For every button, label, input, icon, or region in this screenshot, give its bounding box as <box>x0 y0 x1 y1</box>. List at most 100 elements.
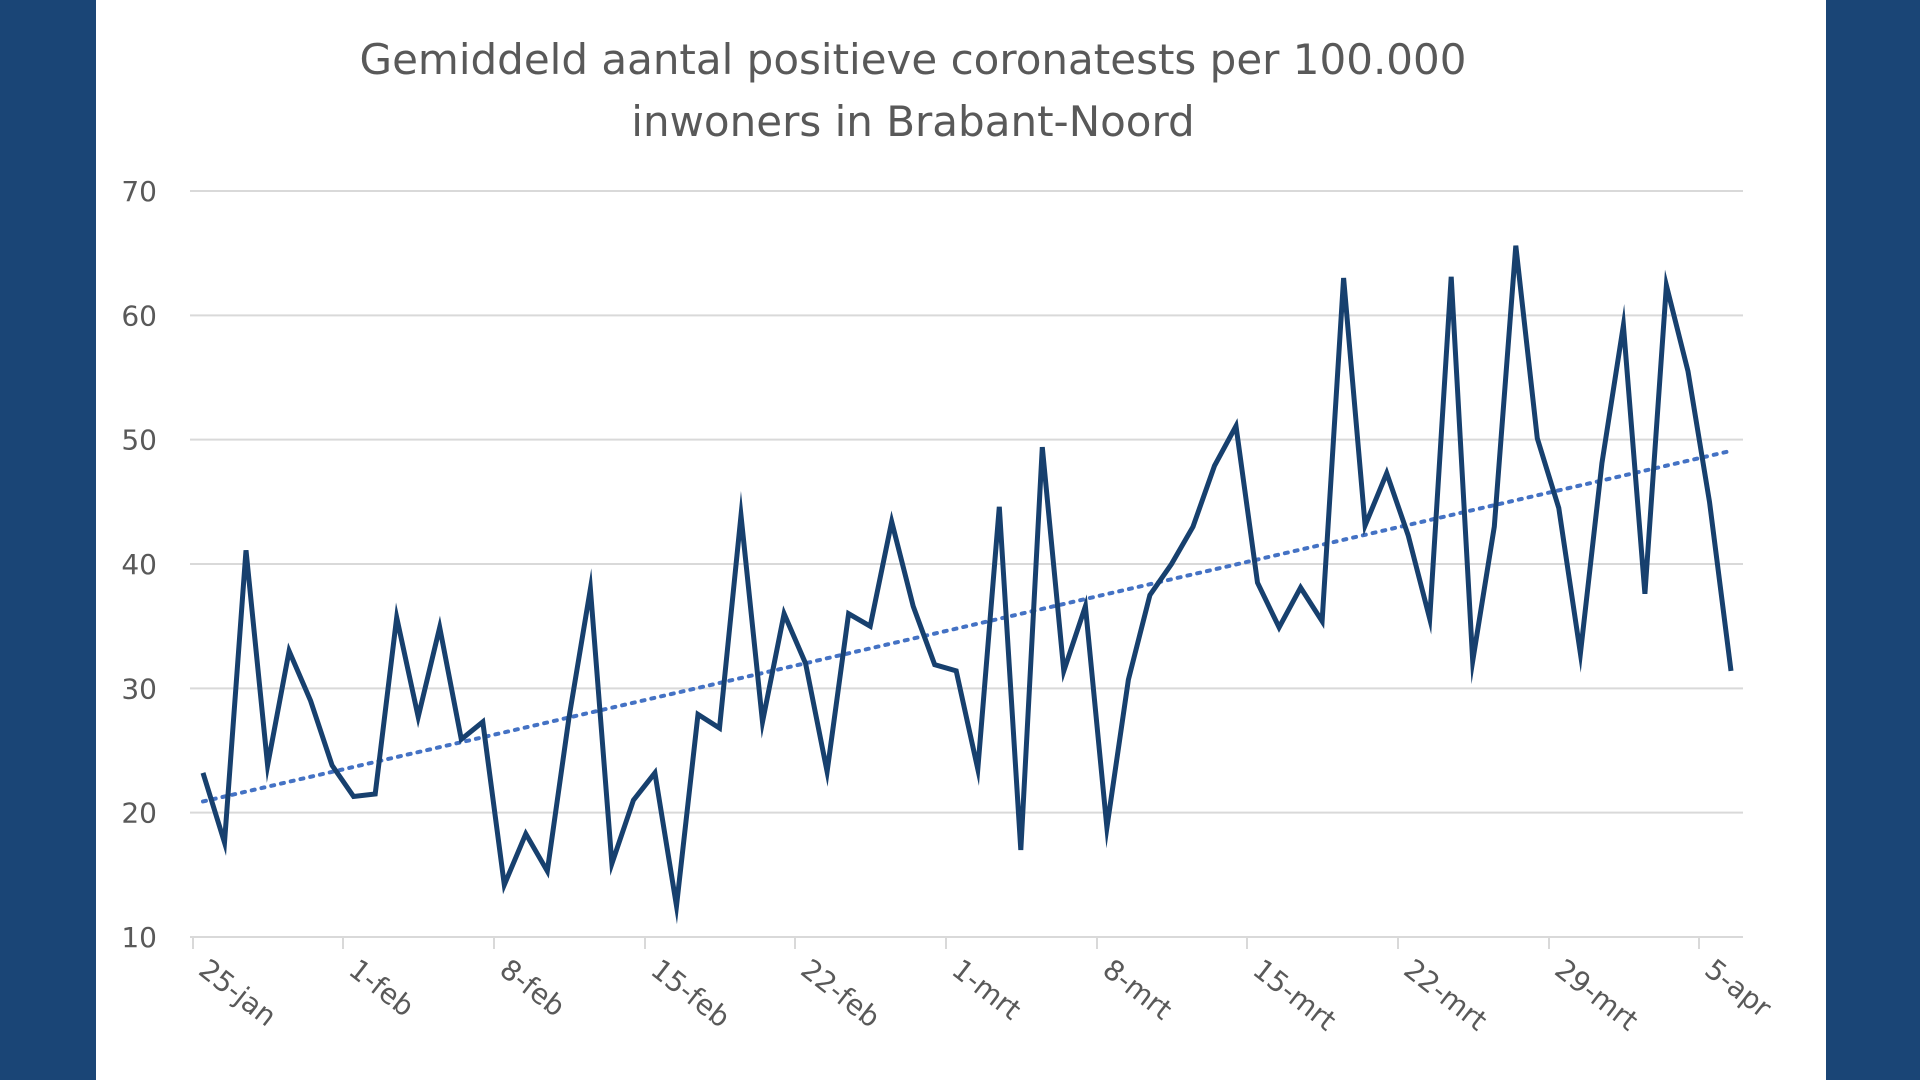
x-tick-label: 22-feb <box>795 953 887 1035</box>
data-point <box>480 719 485 724</box>
data-point <box>997 504 1002 509</box>
data-point <box>739 513 744 518</box>
data-point <box>1556 506 1561 511</box>
y-tick-label: 20 <box>121 797 157 830</box>
y-tick-label: 50 <box>121 424 157 457</box>
data-point <box>1190 524 1195 529</box>
data-point <box>1535 436 1540 441</box>
y-tick-label: 60 <box>121 299 157 332</box>
data-point <box>760 719 765 724</box>
y-tick-label: 30 <box>121 672 157 705</box>
data-point <box>523 831 528 836</box>
data-point <box>1642 591 1647 596</box>
data-point <box>373 792 378 797</box>
y-tick-label: 10 <box>121 921 157 954</box>
x-tick-label: 15-feb <box>645 953 737 1035</box>
data-point <box>566 716 571 721</box>
data-point <box>437 625 442 630</box>
x-tick-label: 25-jan <box>193 953 283 1033</box>
data-point <box>1427 616 1432 621</box>
data-point <box>975 767 980 772</box>
data-point <box>1234 423 1239 428</box>
series-layer <box>200 243 1734 925</box>
data-point <box>545 869 550 874</box>
x-tick-label: 15-mrt <box>1247 953 1343 1038</box>
data-point <box>287 649 292 654</box>
x-tick-label: 1-mrt <box>946 953 1028 1027</box>
data-point <box>1104 825 1109 830</box>
data-point <box>1621 323 1626 328</box>
x-tick-label: 5-apr <box>1699 953 1778 1025</box>
data-point <box>1599 461 1604 466</box>
data-point <box>1449 274 1454 279</box>
data-point <box>1018 847 1023 852</box>
data-point <box>308 698 313 703</box>
data-point <box>265 763 270 768</box>
data-point <box>502 882 507 887</box>
data-point <box>1363 523 1368 528</box>
y-tick-label: 70 <box>121 175 157 208</box>
data-point <box>1406 533 1411 538</box>
data-point <box>1212 463 1217 468</box>
data-point <box>1147 593 1152 598</box>
series-line-positive-tests <box>200 245 1734 925</box>
data-point <box>889 519 894 524</box>
data-point <box>1040 445 1045 450</box>
data-point <box>1277 625 1282 630</box>
data-point <box>695 712 700 717</box>
data-point <box>782 611 787 616</box>
data-point <box>1255 580 1260 585</box>
data-point <box>1578 651 1583 656</box>
data-point <box>932 662 937 667</box>
data-point <box>394 615 399 620</box>
x-tick-label: 22-mrt <box>1398 953 1494 1038</box>
x-tick-label: 29-mrt <box>1549 953 1645 1038</box>
data-point <box>609 861 614 866</box>
data-point <box>330 763 335 768</box>
data-point <box>717 726 722 731</box>
data-point <box>1298 585 1303 590</box>
data-point <box>652 770 657 775</box>
data-point <box>954 668 959 673</box>
data-point <box>1685 369 1690 374</box>
data-point <box>1729 668 1734 673</box>
data-point <box>588 586 593 591</box>
data-point <box>1470 658 1475 663</box>
chart-title-line-1: Gemiddeld aantal positieve coronatests p… <box>360 35 1467 84</box>
data-point <box>1083 604 1088 609</box>
x-tick-label: 1-feb <box>343 953 421 1024</box>
chart-title-line-2: inwoners in Brabant-Noord <box>631 97 1194 146</box>
data-point <box>1664 283 1669 288</box>
data-point <box>1513 243 1518 248</box>
data-point <box>674 903 679 908</box>
data-point <box>1126 677 1131 682</box>
data-point <box>1707 499 1712 504</box>
y-tick-label: 40 <box>121 548 157 581</box>
data-point <box>459 737 464 742</box>
gridlines <box>190 190 1743 938</box>
data-point <box>1169 562 1174 567</box>
data-point <box>1341 276 1346 281</box>
trendline <box>201 448 1733 804</box>
data-point <box>1492 524 1497 529</box>
data-point <box>868 624 873 629</box>
data-point <box>803 661 808 666</box>
data-point <box>1320 619 1325 624</box>
data-point <box>222 840 227 845</box>
data-point <box>825 769 830 774</box>
chart-panel <box>96 0 1826 1080</box>
x-tick-label: 8-mrt <box>1097 953 1179 1027</box>
data-point <box>1384 471 1389 476</box>
data-point <box>1061 668 1066 673</box>
data-point <box>244 548 249 553</box>
data-point <box>351 794 356 799</box>
data-point <box>201 770 206 775</box>
data-point <box>631 798 636 803</box>
data-point <box>416 714 421 719</box>
y-axis: 10 20 30 40 50 60 70 <box>121 175 157 954</box>
data-point <box>846 611 851 616</box>
data-point <box>911 604 916 609</box>
x-tick-label: 8-feb <box>494 953 572 1024</box>
x-axis: 25-jan 1-feb 8-feb 15-feb 22-feb 1-mrt 8-mrt 15… <box>192 937 1778 1038</box>
